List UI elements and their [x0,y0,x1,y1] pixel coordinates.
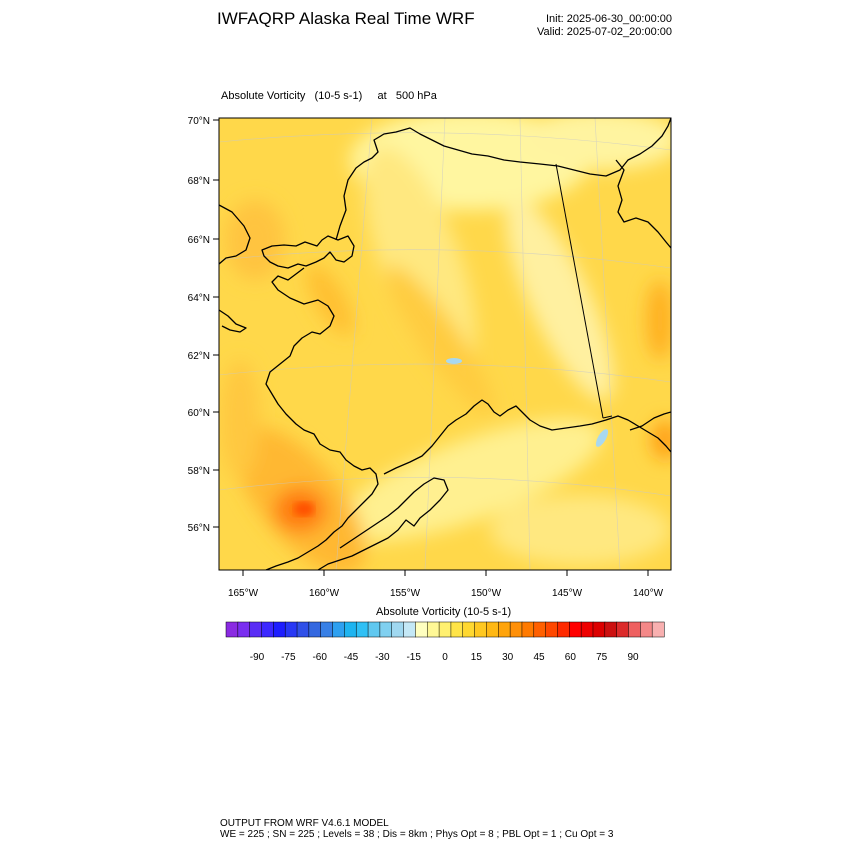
model-footer: OUTPUT FROM WRF V4.6.1 MODEL WE = 225 ; … [220,818,613,840]
colorbar-swatch [320,621,334,638]
colorbar-tick-label: -60 [312,652,327,663]
lat-tick-label: 60°N [188,408,210,419]
lat-tick-label: 58°N [188,466,210,477]
colorbar-swatch [628,621,641,638]
coastlines [219,118,671,570]
colorbar-swatch [557,621,570,638]
field-title: Absolute Vorticity (10-5 s-1) at 500 hPa [221,90,437,102]
colorbar-swatch [332,621,345,638]
colorbar-swatch [450,621,464,638]
colorbar-swatch [284,621,298,638]
colorbar-swatch [426,621,440,638]
colorbar-tick-label: 0 [442,652,448,663]
lat-tick-label: 66°N [188,235,210,246]
colorbar: -90 -75 -60 -45 -30 -15 0 15 30 45 60 75 90 [225,621,665,663]
borders [555,163,613,419]
colorbar-tick-label: -30 [375,652,390,663]
colorbar-title: Absolute Vorticity (10-5 s-1) [376,606,512,618]
colorbar-swatch [249,621,263,638]
field-name: Absolute Vorticity [221,90,306,102]
colorbar-tick-label: 30 [502,652,514,663]
colorbar-swatch [592,621,606,638]
colorbar-swatch [225,621,239,638]
lon-tick-label: 155°W [390,588,421,599]
footer-config-line: WE = 225 ; SN = 225 ; Levels = 38 ; Dis … [220,829,614,840]
colorbar-swatch [521,621,535,638]
colorbar-swatch [569,621,582,638]
colorbar-tick-label: 45 [533,652,545,663]
colorbar-swatch [379,621,393,638]
colorbar-tick-label: -75 [281,652,296,663]
map-frame [218,117,672,571]
colorbar-swatch [308,621,322,638]
longitude-axis: 165°W 160°W 155°W 150°W 145°W 140°W [228,570,664,599]
field-units: (10-5 s-1) [314,90,363,102]
valid-time: Valid: 2025-07-02_20:00:00 [537,26,672,38]
init-time: Init: 2025-06-30_00:00:00 [546,13,672,25]
colorbar-swatch [533,621,547,638]
lon-tick-label: 145°W [552,588,583,599]
colorbar-tick-label: 60 [565,652,577,663]
colorbar-swatch [474,621,487,638]
colorbar-swatch [462,621,476,638]
field-level-prefix: at [377,90,387,102]
colorbar-swatch [237,621,251,638]
colorbar-swatch [651,621,665,638]
lat-tick-label: 68°N [188,176,210,187]
colorbar-tick-label: 90 [627,652,639,663]
field-shading [220,118,671,570]
colorbar-swatch [509,621,523,638]
lat-tick-label: 70°N [188,116,210,127]
field-level: 500 hPa [395,90,437,102]
colorbar-tick-label: -90 [250,652,265,663]
footer-model-line: OUTPUT FROM WRF V4.6.1 MODEL [220,818,389,829]
colorbar-swatch [415,621,428,638]
lon-tick-label: 160°W [309,588,340,599]
colorbar-swatch [486,621,499,638]
latitude-axis: 70°N 68°N 66°N 64°N 62°N 60°N 58°N 56°N [188,116,219,534]
colorbar-tick-label: 15 [471,652,483,663]
colorbar-tick-label: -45 [344,652,359,663]
colorbar-swatch [296,621,310,638]
colorbar-swatch [367,621,381,638]
colorbar-swatch [604,621,618,638]
graticule [219,118,671,570]
init-valid-times: Init: 2025-06-30_00:00:00 Valid: 2025-07… [537,13,672,39]
lat-tick-label: 64°N [188,293,210,304]
colorbar-swatch [403,621,416,638]
colorbar-swatch [261,621,274,638]
colorbar-swatch [438,621,452,638]
colorbar-swatch [391,621,405,638]
lon-tick-label: 140°W [633,588,664,599]
lat-tick-label: 56°N [188,523,210,534]
vorticity-field [219,118,671,570]
colorbar-swatch [580,621,594,638]
colorbar-tick-label: 75 [596,652,608,663]
colorbar-swatch [355,621,369,638]
colorbar-swatch [545,621,559,638]
colorbar-swatch [273,621,286,638]
lat-tick-label: 62°N [188,351,210,362]
lon-tick-label: 165°W [228,588,259,599]
colorbar-swatch [344,621,357,638]
colorbar-tick-label: -15 [406,652,421,663]
colorbar-swatch [616,621,630,638]
plot-title: IWFAQRP Alaska Real Time WRF [217,9,475,28]
lon-tick-label: 150°W [471,588,502,599]
colorbar-swatch [640,621,653,638]
colorbar-swatch [498,621,511,638]
